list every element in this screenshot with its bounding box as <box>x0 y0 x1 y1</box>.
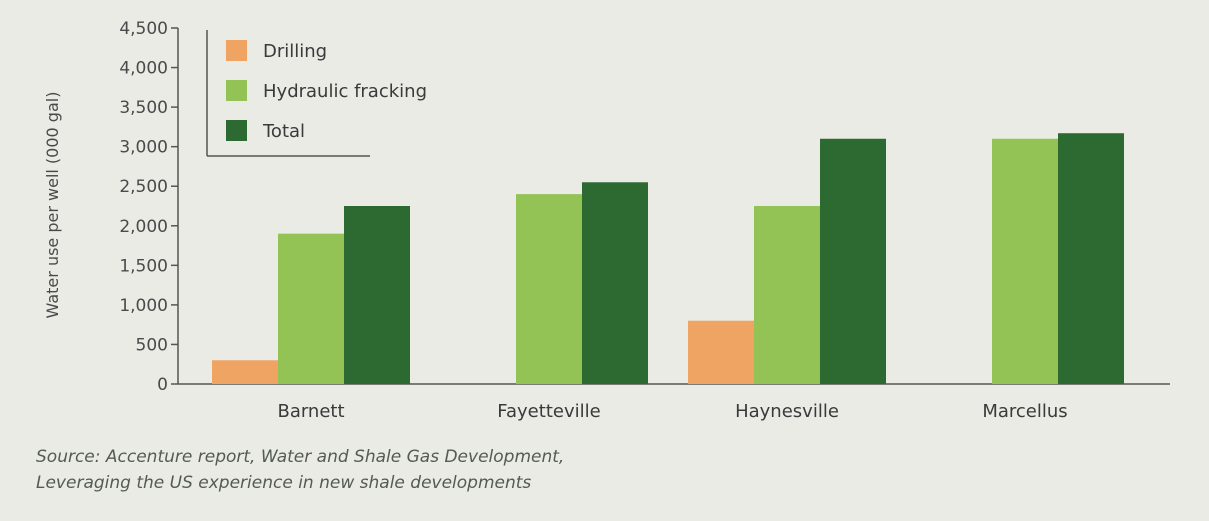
y-tick-label: 2,000 <box>119 217 168 237</box>
legend-swatch <box>226 120 247 141</box>
y-axis-label: Water use per well (000 gal) <box>43 92 62 319</box>
legend-swatch <box>226 80 247 101</box>
legend-label: Drilling <box>263 41 327 62</box>
y-tick-label: 3,500 <box>119 98 168 118</box>
source-line-1: Source: Accenture report, Water and Shal… <box>36 447 565 467</box>
y-ticks: 0 500 1,000 1,500 2,000 2,500 3,000 3,500 4,000 4… <box>119 19 178 395</box>
bars <box>212 133 1124 384</box>
y-tick-label: 4,000 <box>119 59 168 79</box>
category-label: Barnett <box>277 401 344 422</box>
bar <box>344 206 410 384</box>
legend-swatch <box>226 40 247 61</box>
bar <box>212 360 278 384</box>
category-label: Fayetteville <box>497 401 600 422</box>
bar <box>688 320 754 384</box>
y-tick-label: 500 <box>136 335 168 355</box>
legend: Drilling Hydraulic fracking Total <box>206 30 427 157</box>
y-tick-label: 1,000 <box>119 296 168 316</box>
source-note: Source: Accenture report, Water and Shal… <box>36 444 564 496</box>
y-tick-label: 2,500 <box>119 177 168 197</box>
bar <box>992 138 1058 384</box>
category-labels: Barnett Fayetteville Haynesville Marcellus <box>277 401 1067 422</box>
y-tick-label: 0 <box>157 375 168 395</box>
bar <box>820 138 886 384</box>
legend-label: Hydraulic fracking <box>263 81 427 102</box>
bar <box>516 194 582 384</box>
bar <box>1058 133 1124 384</box>
bar <box>582 182 648 384</box>
y-tick-label: 1,500 <box>119 256 168 276</box>
y-tick-label: 4,500 <box>119 19 168 39</box>
bar <box>754 206 820 384</box>
category-label: Haynesville <box>735 401 839 422</box>
y-tick-label: 3,000 <box>119 138 168 158</box>
bar <box>278 233 344 384</box>
bar-chart: Water use per well (000 gal) 0 500 1,000 1,… <box>43 19 1170 422</box>
category-label: Marcellus <box>982 401 1067 422</box>
legend-label: Total <box>262 121 305 142</box>
source-line-2: Leveraging the US experience in new shal… <box>36 473 532 493</box>
